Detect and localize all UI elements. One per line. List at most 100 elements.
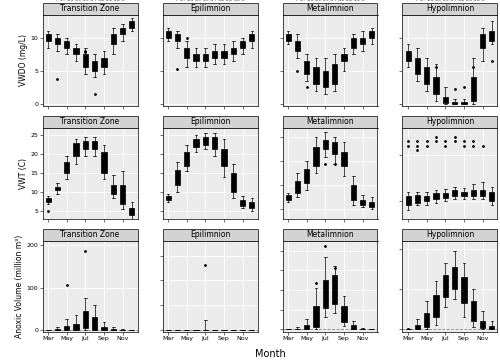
PathPatch shape bbox=[342, 152, 346, 166]
PathPatch shape bbox=[194, 139, 198, 147]
Text: Epilimnion: Epilimnion bbox=[190, 231, 230, 239]
PathPatch shape bbox=[240, 41, 245, 48]
PathPatch shape bbox=[350, 38, 356, 48]
FancyBboxPatch shape bbox=[282, 116, 378, 128]
PathPatch shape bbox=[415, 195, 420, 203]
PathPatch shape bbox=[295, 41, 300, 51]
PathPatch shape bbox=[83, 311, 88, 328]
PathPatch shape bbox=[110, 329, 116, 330]
PathPatch shape bbox=[462, 192, 466, 196]
PathPatch shape bbox=[314, 147, 318, 166]
PathPatch shape bbox=[323, 71, 328, 87]
PathPatch shape bbox=[166, 31, 170, 38]
Text: 7 17 25 39 39 34 32 28 18 5: 7 17 25 39 39 34 32 28 18 5 bbox=[55, 0, 125, 2]
PathPatch shape bbox=[415, 58, 420, 74]
PathPatch shape bbox=[350, 185, 356, 200]
PathPatch shape bbox=[212, 137, 217, 148]
PathPatch shape bbox=[110, 34, 116, 44]
Text: Epilimnion: Epilimnion bbox=[190, 117, 230, 126]
PathPatch shape bbox=[250, 202, 254, 208]
PathPatch shape bbox=[360, 38, 365, 44]
Text: Hypolimnion: Hypolimnion bbox=[426, 231, 474, 239]
PathPatch shape bbox=[92, 317, 97, 330]
PathPatch shape bbox=[212, 51, 217, 58]
PathPatch shape bbox=[92, 141, 97, 148]
PathPatch shape bbox=[120, 185, 125, 204]
PathPatch shape bbox=[314, 306, 318, 327]
Text: 7 17 25 39 39 34 32 28 18 5: 7 17 25 39 39 34 32 28 18 5 bbox=[415, 0, 484, 2]
Text: 7 17 25 39 39 34 32 28 18 5: 7 17 25 39 39 34 32 28 18 5 bbox=[176, 0, 245, 2]
PathPatch shape bbox=[452, 102, 457, 104]
PathPatch shape bbox=[406, 196, 410, 205]
PathPatch shape bbox=[230, 48, 236, 54]
PathPatch shape bbox=[286, 34, 290, 41]
PathPatch shape bbox=[230, 174, 236, 192]
Text: Hypolimnion: Hypolimnion bbox=[426, 4, 474, 13]
PathPatch shape bbox=[304, 168, 310, 183]
PathPatch shape bbox=[74, 143, 78, 156]
PathPatch shape bbox=[452, 190, 457, 196]
PathPatch shape bbox=[415, 325, 420, 329]
FancyBboxPatch shape bbox=[42, 229, 138, 241]
PathPatch shape bbox=[370, 31, 374, 38]
PathPatch shape bbox=[64, 162, 70, 174]
PathPatch shape bbox=[424, 196, 430, 201]
PathPatch shape bbox=[370, 202, 374, 207]
PathPatch shape bbox=[480, 190, 485, 196]
FancyBboxPatch shape bbox=[402, 3, 498, 15]
PathPatch shape bbox=[360, 200, 365, 205]
Text: Transition Zone: Transition Zone bbox=[60, 4, 120, 13]
PathPatch shape bbox=[304, 61, 310, 74]
PathPatch shape bbox=[83, 141, 88, 148]
PathPatch shape bbox=[470, 301, 476, 321]
PathPatch shape bbox=[332, 64, 337, 84]
FancyBboxPatch shape bbox=[162, 229, 258, 241]
PathPatch shape bbox=[470, 77, 476, 101]
PathPatch shape bbox=[406, 51, 410, 61]
PathPatch shape bbox=[480, 321, 485, 328]
Text: Transition Zone: Transition Zone bbox=[60, 231, 120, 239]
Text: Epilimnion: Epilimnion bbox=[190, 4, 230, 13]
PathPatch shape bbox=[46, 34, 51, 41]
PathPatch shape bbox=[203, 137, 208, 145]
PathPatch shape bbox=[184, 152, 190, 166]
PathPatch shape bbox=[434, 193, 438, 199]
PathPatch shape bbox=[55, 329, 60, 330]
PathPatch shape bbox=[175, 170, 180, 185]
PathPatch shape bbox=[323, 140, 328, 149]
PathPatch shape bbox=[64, 41, 70, 48]
PathPatch shape bbox=[240, 200, 245, 206]
Text: Month: Month bbox=[254, 349, 286, 359]
PathPatch shape bbox=[175, 34, 180, 41]
Text: Metalimnion: Metalimnion bbox=[306, 4, 354, 13]
PathPatch shape bbox=[102, 58, 106, 68]
PathPatch shape bbox=[64, 326, 70, 330]
PathPatch shape bbox=[424, 313, 430, 327]
PathPatch shape bbox=[55, 187, 60, 191]
Y-axis label: VWT (C): VWT (C) bbox=[18, 158, 28, 189]
PathPatch shape bbox=[462, 277, 466, 303]
PathPatch shape bbox=[424, 68, 430, 84]
PathPatch shape bbox=[166, 196, 170, 200]
Text: Metalimnion: Metalimnion bbox=[306, 117, 354, 126]
PathPatch shape bbox=[194, 54, 198, 61]
PathPatch shape bbox=[342, 54, 346, 61]
PathPatch shape bbox=[350, 325, 356, 329]
PathPatch shape bbox=[443, 97, 448, 103]
Text: Transition Zone: Transition Zone bbox=[60, 117, 120, 126]
PathPatch shape bbox=[130, 208, 134, 215]
PathPatch shape bbox=[110, 185, 116, 194]
PathPatch shape bbox=[222, 51, 226, 58]
FancyBboxPatch shape bbox=[42, 3, 138, 15]
FancyBboxPatch shape bbox=[402, 229, 498, 241]
PathPatch shape bbox=[286, 195, 290, 200]
PathPatch shape bbox=[102, 152, 106, 174]
PathPatch shape bbox=[102, 327, 106, 330]
Text: Metalimnion: Metalimnion bbox=[306, 231, 354, 239]
PathPatch shape bbox=[490, 31, 494, 41]
PathPatch shape bbox=[434, 295, 438, 317]
FancyBboxPatch shape bbox=[42, 116, 138, 128]
FancyBboxPatch shape bbox=[162, 116, 258, 128]
FancyBboxPatch shape bbox=[402, 116, 498, 128]
PathPatch shape bbox=[120, 28, 125, 34]
